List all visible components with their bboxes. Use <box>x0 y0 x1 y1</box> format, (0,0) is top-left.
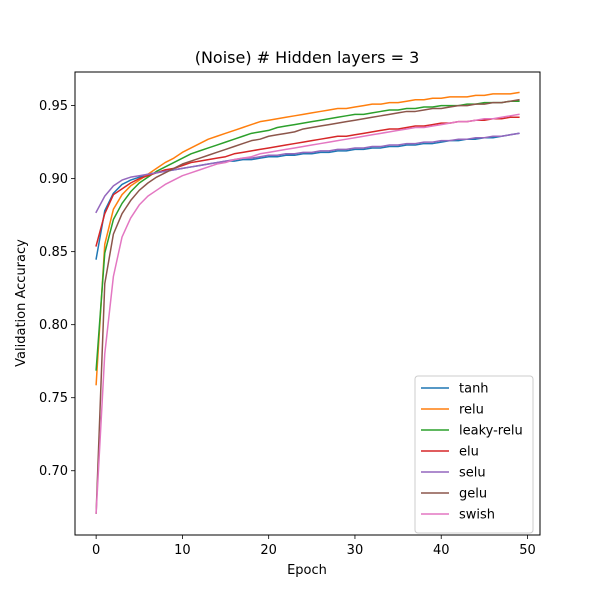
x-tick-label: 0 <box>92 543 100 558</box>
y-tick-label: 0.90 <box>39 172 68 187</box>
y-tick-label: 0.75 <box>39 391 68 406</box>
y-axis-label: Validation Accuracy <box>14 239 29 367</box>
x-axis-label: Epoch <box>287 563 327 578</box>
plot-frame <box>74 71 541 536</box>
series-line-leaky-relu <box>95 100 520 371</box>
series-line-gelu <box>95 98 520 514</box>
series-line-elu <box>95 116 520 247</box>
legend-label-swish: swish <box>459 508 495 523</box>
x-tick-label: 20 <box>260 543 277 558</box>
legend-label-elu: elu <box>459 445 479 460</box>
legend: tanh relu leaky-relu elu selu gelu swish <box>414 375 534 534</box>
series-line-swish <box>95 113 520 514</box>
legend-label-leaky-relu: leaky-relu <box>459 424 523 439</box>
x-tick-label: 50 <box>519 543 536 558</box>
y-tick-label: 0.85 <box>39 245 68 260</box>
y-tick-label: 0.70 <box>39 464 68 479</box>
y-tick-label: 0.80 <box>39 318 68 333</box>
y-tick-label: 0.95 <box>39 99 68 114</box>
y-axis: 0.70 0.75 0.80 0.85 0.90 0.95 <box>39 99 75 479</box>
chart-title: (Noise) # Hidden layers = 3 <box>195 48 420 67</box>
series-line-relu <box>95 91 520 386</box>
legend-label-gelu: gelu <box>459 487 487 502</box>
x-tick-label: 40 <box>433 543 450 558</box>
legend-label-selu: selu <box>459 466 486 481</box>
x-axis: 0 10 20 30 40 50 <box>92 535 536 558</box>
legend-label-tanh: tanh <box>459 382 489 397</box>
series-line-selu <box>95 132 520 214</box>
series-lines <box>95 91 520 514</box>
x-tick-label: 10 <box>174 543 191 558</box>
legend-label-relu: relu <box>459 403 484 418</box>
x-tick-label: 30 <box>347 543 364 558</box>
